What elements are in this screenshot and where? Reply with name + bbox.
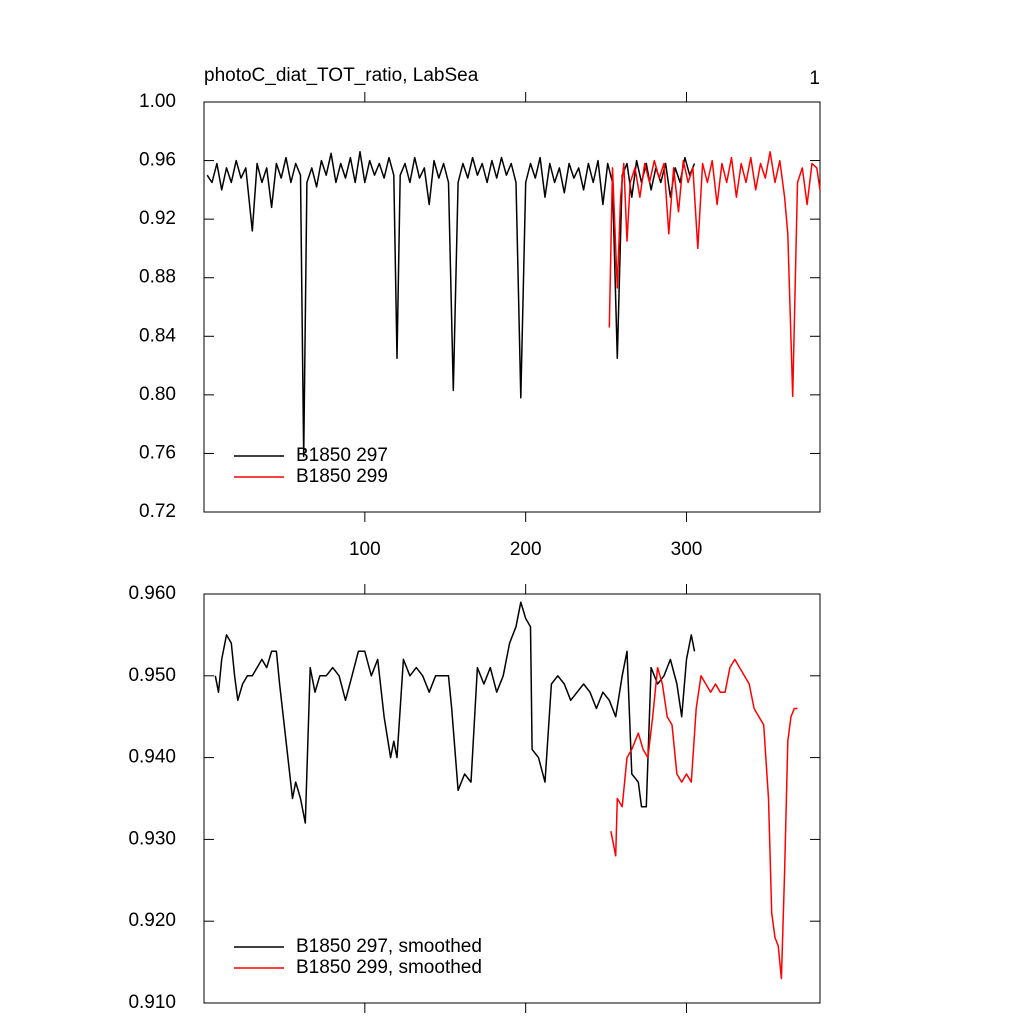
y-tick-label: 0.940 — [128, 747, 176, 768]
y-tick-label: 0.88 — [139, 267, 176, 288]
legend-label: B1850 299, smoothed — [296, 957, 482, 978]
x-tick-label: 300 — [671, 539, 703, 560]
y-tick-label: 1.00 — [139, 91, 176, 112]
series-line — [608, 151, 821, 398]
plot-frame — [203, 101, 821, 513]
y-tick-label: 0.96 — [139, 150, 176, 171]
series-line — [610, 658, 798, 980]
y-tick-label: 0.950 — [128, 665, 176, 686]
y-tick-label: 0.920 — [128, 910, 176, 931]
y-tick-label: 0.72 — [139, 501, 176, 522]
chart-title: photoC_diat_TOT_ratio, LabSea — [204, 65, 479, 86]
y-tick-label: 0.930 — [128, 828, 176, 849]
y-tick-label: 0.80 — [139, 384, 176, 405]
legend-label: B1850 297, smoothed — [296, 936, 482, 957]
series-line — [206, 151, 696, 458]
x-tick-label: 200 — [510, 539, 542, 560]
panel-label: 1 — [809, 68, 820, 89]
series-line — [214, 601, 696, 824]
plot-frame — [203, 593, 821, 1004]
y-tick-label: 0.92 — [139, 208, 176, 229]
legend-label: B1850 297 — [296, 445, 388, 466]
x-tick-label: 100 — [349, 539, 381, 560]
y-tick-label: 0.76 — [139, 442, 176, 463]
y-tick-label: 0.960 — [128, 583, 176, 604]
legend-label: B1850 299 — [296, 466, 388, 487]
y-tick-label: 0.910 — [128, 992, 176, 1013]
y-tick-label: 0.84 — [139, 325, 176, 346]
